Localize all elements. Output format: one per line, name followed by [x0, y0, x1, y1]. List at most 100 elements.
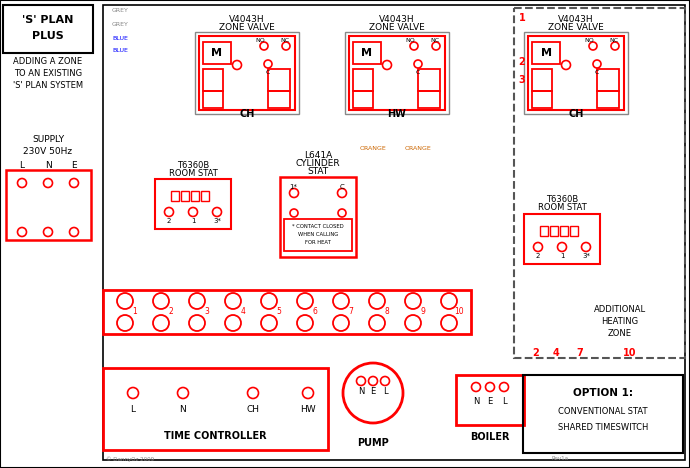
Text: ZONE VALVE: ZONE VALVE: [548, 23, 604, 32]
Circle shape: [261, 293, 277, 309]
Bar: [597, 69, 619, 91]
Text: ADDITIONAL: ADDITIONAL: [594, 306, 646, 314]
Circle shape: [432, 42, 440, 50]
Circle shape: [43, 227, 52, 236]
Bar: [524, 32, 628, 114]
Text: V4043H: V4043H: [229, 15, 265, 23]
Text: 8: 8: [384, 307, 389, 316]
Text: BLUE: BLUE: [112, 49, 128, 53]
Circle shape: [248, 388, 259, 398]
Bar: [203, 69, 223, 91]
Circle shape: [213, 207, 221, 217]
Circle shape: [225, 315, 241, 331]
Bar: [570, 226, 578, 236]
Text: STAT: STAT: [308, 167, 328, 176]
Text: ROOM STAT: ROOM STAT: [168, 168, 217, 177]
Text: L: L: [130, 405, 135, 415]
Bar: [524, 214, 600, 264]
Text: NC: NC: [431, 38, 440, 44]
Circle shape: [17, 178, 26, 188]
Text: PLUS: PLUS: [32, 31, 64, 41]
Circle shape: [500, 382, 509, 392]
Text: M: M: [540, 48, 551, 58]
Text: 5: 5: [277, 307, 282, 316]
Circle shape: [441, 315, 457, 331]
Circle shape: [128, 388, 139, 398]
Text: C: C: [595, 70, 599, 74]
Circle shape: [338, 209, 346, 217]
Circle shape: [260, 42, 268, 50]
Text: 'S' PLAN: 'S' PLAN: [22, 15, 74, 25]
Text: C: C: [339, 184, 344, 190]
Circle shape: [70, 178, 79, 188]
Text: L: L: [383, 387, 387, 395]
Circle shape: [611, 42, 619, 50]
Text: C: C: [266, 70, 270, 74]
Text: E: E: [371, 387, 375, 395]
Text: CH: CH: [239, 109, 255, 119]
Circle shape: [368, 376, 377, 386]
Text: V4043H: V4043H: [380, 15, 415, 23]
Circle shape: [261, 315, 277, 331]
Circle shape: [337, 189, 346, 197]
Text: 1*: 1*: [289, 184, 297, 190]
Circle shape: [562, 60, 571, 70]
Text: © DannyOz 2009: © DannyOz 2009: [106, 456, 154, 462]
Circle shape: [441, 293, 457, 309]
Text: CH: CH: [246, 405, 259, 415]
Text: M: M: [212, 48, 222, 58]
Text: 2: 2: [536, 253, 540, 259]
Bar: [181, 191, 189, 201]
Circle shape: [70, 227, 79, 236]
Text: HW: HW: [300, 405, 316, 415]
Bar: [201, 191, 209, 201]
Text: L: L: [19, 161, 25, 169]
Bar: [353, 42, 381, 64]
Circle shape: [589, 42, 597, 50]
Bar: [103, 290, 471, 334]
Bar: [540, 226, 548, 236]
Circle shape: [380, 376, 389, 386]
Bar: [195, 32, 299, 114]
Circle shape: [282, 42, 290, 50]
Circle shape: [410, 42, 418, 50]
Text: L641A: L641A: [304, 151, 332, 160]
Circle shape: [369, 293, 385, 309]
Circle shape: [333, 293, 349, 309]
Bar: [6, 170, 91, 240]
Circle shape: [302, 388, 313, 398]
Text: L: L: [502, 396, 506, 405]
Bar: [353, 69, 373, 91]
Bar: [349, 36, 445, 110]
Bar: [456, 375, 524, 425]
Text: 7: 7: [348, 307, 353, 316]
Text: 1: 1: [519, 13, 525, 23]
Circle shape: [189, 293, 205, 309]
Bar: [550, 226, 558, 236]
Circle shape: [582, 242, 591, 251]
Circle shape: [117, 315, 133, 331]
Bar: [418, 69, 440, 91]
Circle shape: [17, 227, 26, 236]
Circle shape: [177, 388, 188, 398]
Text: 10: 10: [454, 307, 464, 316]
Text: BLUE: BLUE: [112, 36, 128, 41]
Text: 3: 3: [204, 307, 210, 316]
Circle shape: [333, 315, 349, 331]
Text: TIME CONTROLLER: TIME CONTROLLER: [164, 431, 266, 441]
Circle shape: [264, 60, 272, 68]
Circle shape: [153, 315, 169, 331]
Bar: [199, 36, 295, 110]
Circle shape: [558, 242, 566, 251]
Text: NO: NO: [255, 38, 265, 44]
Bar: [171, 191, 179, 201]
Circle shape: [486, 382, 495, 392]
Text: N: N: [473, 396, 479, 405]
Bar: [353, 91, 373, 108]
Text: E: E: [487, 396, 493, 405]
Text: ZONE: ZONE: [608, 329, 632, 338]
Text: 3*: 3*: [582, 253, 590, 259]
Text: GREY: GREY: [112, 7, 128, 13]
Bar: [103, 368, 328, 450]
Circle shape: [405, 293, 421, 309]
